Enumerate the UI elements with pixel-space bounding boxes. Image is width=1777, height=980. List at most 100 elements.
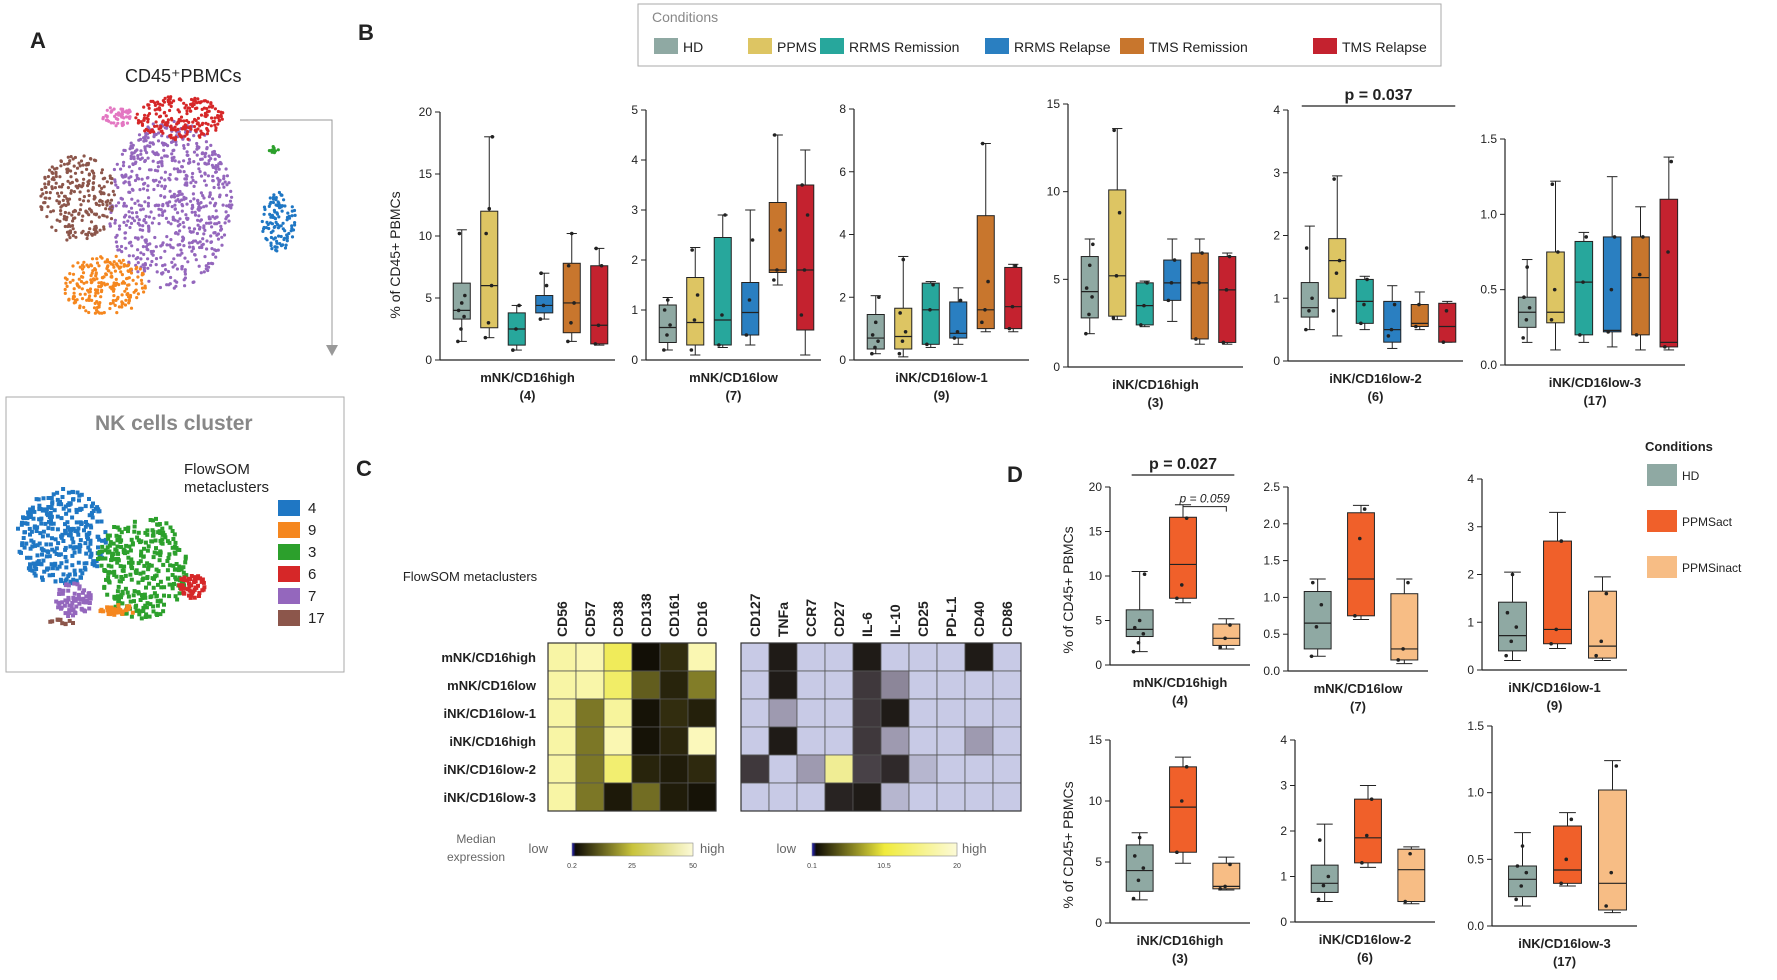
tsne-point: [51, 176, 55, 180]
tsne-point: [192, 239, 196, 243]
nk-point: [160, 526, 165, 531]
conditions-legend-b: Conditions HD PPMS RRMS Remission RRMS Rela…: [637, 3, 1442, 67]
tsne-point: [154, 120, 158, 124]
box: [1328, 238, 1347, 299]
scale-tick-left: 50: [689, 863, 697, 870]
tsne-point: [149, 129, 153, 133]
nk-point: [28, 546, 33, 551]
tsne-point: [120, 174, 125, 178]
tsne-point: [146, 176, 150, 180]
data-point: [1184, 516, 1189, 520]
box-hd: [1125, 571, 1154, 654]
nk-point: [32, 509, 37, 514]
tsne-point: [179, 248, 183, 252]
legend-b-label: HD: [683, 39, 703, 55]
data-point: [925, 342, 929, 347]
tsne-point: [290, 209, 294, 213]
nk-point: [202, 585, 207, 590]
data-point: [1334, 271, 1339, 275]
nk-point: [99, 519, 104, 524]
tsne-point: [155, 107, 159, 111]
nk-point: [79, 521, 84, 526]
nk-point: [120, 577, 125, 581]
nk-point: [130, 610, 135, 615]
tsne-point: [193, 106, 198, 111]
tsne-point: [146, 120, 150, 124]
tsne-point: [272, 237, 276, 241]
tsne-point: [66, 186, 70, 190]
data-point: [689, 348, 694, 352]
nk-point: [73, 611, 78, 616]
nk-point: [70, 515, 75, 520]
tsne-point: [66, 179, 70, 183]
tsne-point: [122, 220, 126, 224]
data-point: [1556, 250, 1560, 254]
tsne-point: [119, 270, 123, 274]
tsne-point: [55, 199, 59, 203]
nk-point: [49, 496, 54, 500]
tsne-point: [123, 180, 127, 184]
data-point: [955, 329, 960, 334]
tsne-point: [130, 197, 134, 201]
nk-point: [121, 547, 126, 552]
data-point: [1550, 182, 1555, 186]
tsne-point: [99, 190, 103, 194]
tsne-point: [129, 240, 133, 244]
tsne-point: [173, 125, 177, 129]
heatmap-col-label: CD16: [694, 601, 710, 637]
heatmap-cell: [687, 754, 717, 784]
heatmap-cell: [852, 670, 882, 700]
tsne-point: [289, 229, 293, 233]
tsne-point: [132, 151, 136, 155]
nk-point: [75, 529, 80, 534]
data-point: [665, 298, 670, 302]
tsne-point: [75, 283, 80, 287]
box-tms-remission: [562, 231, 581, 344]
flowsom-label: 3: [308, 544, 316, 561]
box-rrms-remission: [921, 281, 940, 348]
nk-cluster: [54, 581, 93, 618]
data-point: [901, 257, 906, 262]
box-tms-relapse: [1438, 300, 1457, 344]
tsne-point: [78, 208, 82, 212]
heatmap-cell: [824, 698, 854, 728]
nk-point: [76, 526, 81, 531]
heatmap-col-label: CCR7: [803, 599, 819, 637]
box: [866, 314, 885, 350]
tsne-point: [182, 159, 186, 163]
nk-point: [123, 608, 128, 613]
tsne-point: [182, 195, 186, 199]
tsne-point: [75, 166, 80, 170]
box: [1347, 512, 1375, 617]
data-point: [1136, 878, 1141, 883]
tsne-point: [195, 141, 199, 146]
tsne-point: [211, 174, 215, 178]
tsne-point: [216, 122, 220, 126]
tsne-point: [45, 215, 49, 219]
tsne-point: [129, 267, 133, 271]
tsne-point: [230, 203, 234, 207]
nk-point: [77, 547, 82, 552]
tsne-point: [268, 212, 272, 216]
nk-point: [97, 537, 102, 542]
nk-point: [127, 560, 131, 565]
nk-point: [142, 563, 147, 568]
data-point: [1307, 309, 1311, 313]
significance-bracket: [1182, 506, 1227, 512]
tsne-point: [68, 280, 72, 284]
box-charts: 05101520mNK/CD16high(4)012345mNK/CD16low…: [419, 87, 1685, 969]
nk-point: [152, 591, 157, 596]
nk-point: [167, 582, 172, 587]
nk-point: [173, 551, 178, 556]
tsne-point: [71, 234, 75, 238]
heatmap-col-label: TNFa: [775, 602, 791, 637]
legend-b-swatch: [985, 38, 1009, 54]
nk-point: [47, 573, 52, 578]
tsne-point: [224, 167, 228, 171]
nk-point: [28, 532, 32, 537]
data-point: [596, 323, 601, 328]
nk-point: [55, 497, 60, 502]
nk-point: [140, 596, 145, 600]
tsne-point: [79, 159, 84, 163]
